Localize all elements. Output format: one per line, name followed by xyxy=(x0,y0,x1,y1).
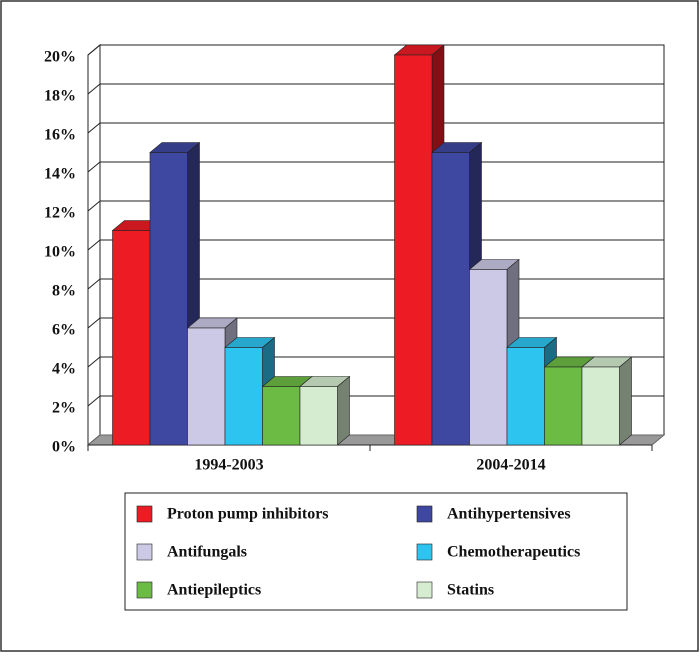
bar-side xyxy=(337,375,350,446)
legend-swatch xyxy=(136,543,153,561)
bar xyxy=(299,386,338,446)
grid-line xyxy=(87,83,664,95)
y-tick-label: 4% xyxy=(52,361,76,378)
bar xyxy=(469,269,508,446)
y-tick-label: 14% xyxy=(44,166,76,183)
bar xyxy=(187,327,226,446)
y-tick-label: 0% xyxy=(52,439,76,456)
y-tick-label: 8% xyxy=(52,283,76,300)
legend-label: Antiepileptics xyxy=(167,582,261,599)
y-tick-label: 12% xyxy=(44,205,76,222)
bar-side xyxy=(619,356,632,446)
legend-box xyxy=(124,492,628,611)
y-tick-label: 10% xyxy=(44,244,76,261)
legend-label: Chemotherapeutics xyxy=(447,544,580,561)
y-tick-label: 6% xyxy=(52,322,76,339)
y-tick-label: 2% xyxy=(52,400,76,417)
legend-swatch xyxy=(416,543,433,561)
legend-swatch xyxy=(136,505,153,523)
bar xyxy=(581,366,620,446)
bar xyxy=(431,152,470,446)
y-tick-label: 16% xyxy=(44,127,76,144)
legend-swatch xyxy=(416,581,433,599)
grid-line xyxy=(87,122,664,134)
legend-label: Antifungals xyxy=(167,544,247,561)
grid-line xyxy=(87,44,664,56)
bar xyxy=(544,366,583,446)
legend-label: Statins xyxy=(447,582,494,599)
y-tick-label: 20% xyxy=(44,49,76,66)
legend-swatch xyxy=(136,581,153,599)
bar xyxy=(112,230,151,446)
x-tick-label: 1994-2003 xyxy=(194,457,263,474)
legend-label: Proton pump inhibitors xyxy=(167,506,329,523)
y-tick-label: 18% xyxy=(44,88,76,105)
bar xyxy=(262,386,301,446)
bar xyxy=(224,347,263,446)
legend-swatch xyxy=(416,505,433,523)
bar xyxy=(394,54,433,446)
legend-label: Antihypertensives xyxy=(447,506,571,523)
bar xyxy=(506,347,545,446)
bar xyxy=(149,152,188,446)
x-tick-label: 2004-2014 xyxy=(476,457,545,474)
